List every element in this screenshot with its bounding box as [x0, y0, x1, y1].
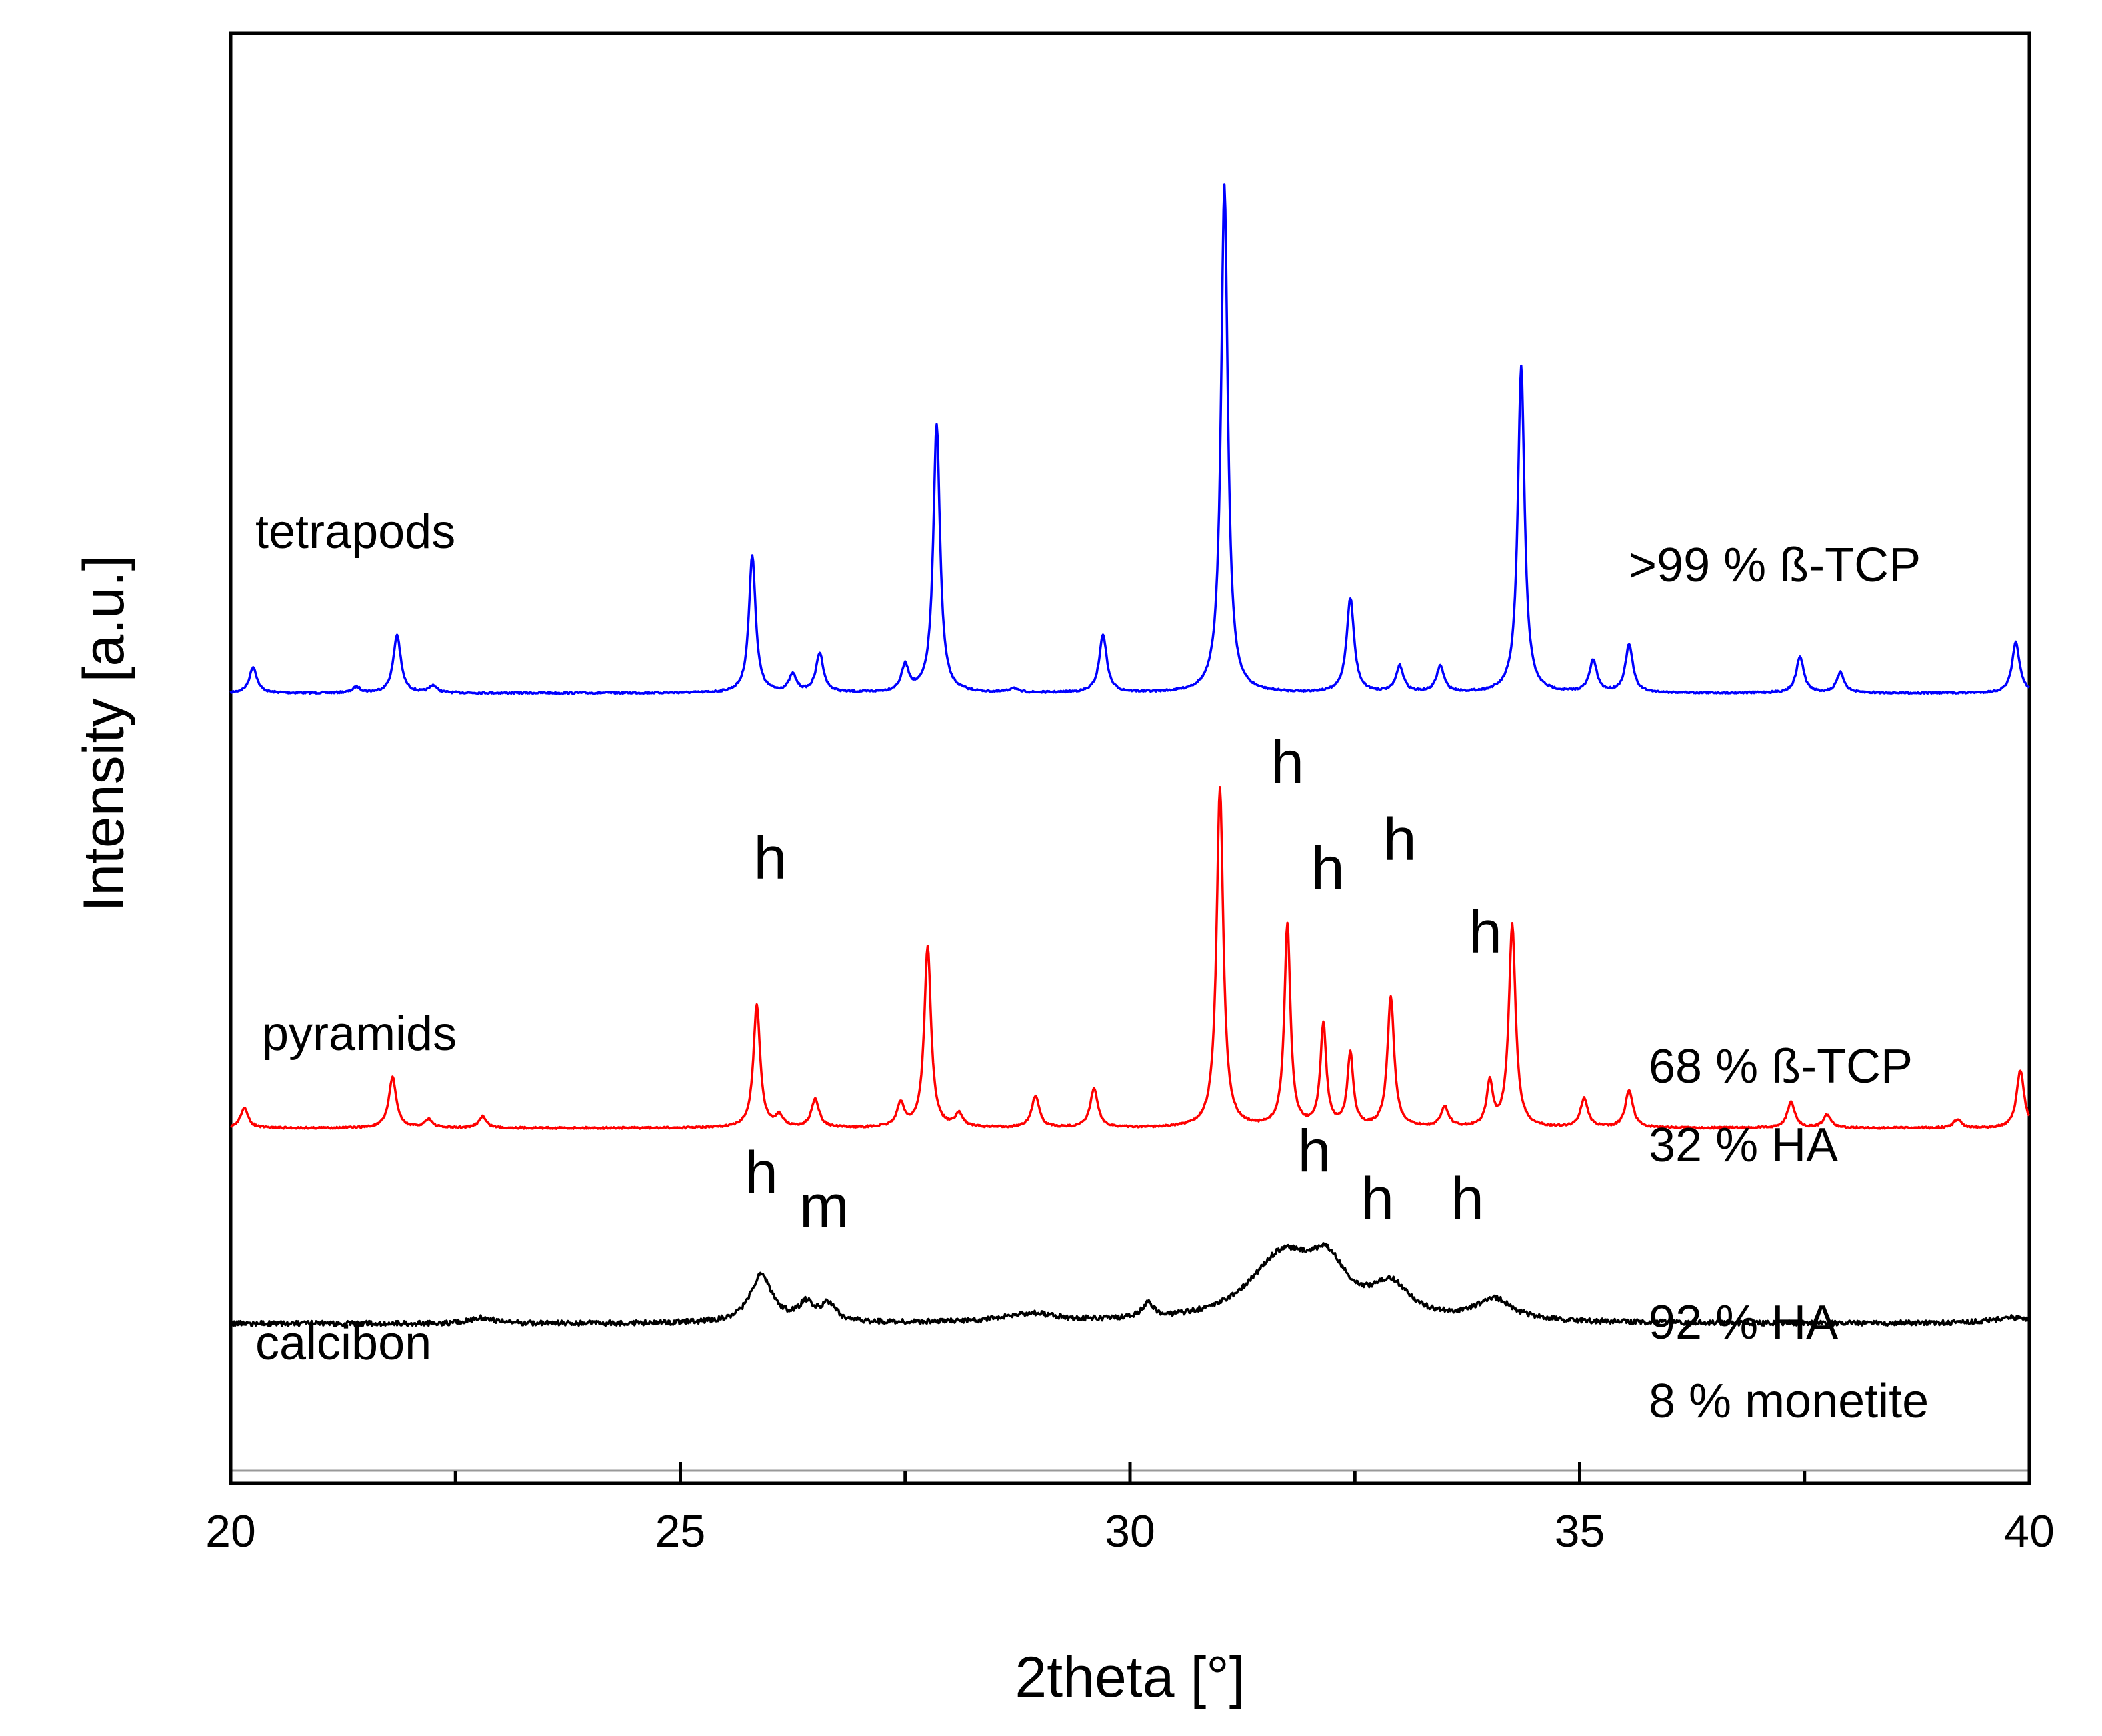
calcibon-series-label: calcibon — [255, 1317, 431, 1370]
tetrapods-series-label: tetrapods — [255, 505, 455, 559]
calcibon-composition-label: 92 % HA — [1649, 1296, 1838, 1349]
tetrapods-composition-label: >99 % ß-TCP — [1629, 539, 1921, 592]
x-tick-label: 40 — [2004, 1506, 2055, 1557]
calcibon-peak-label: h — [1298, 1118, 1331, 1185]
calcibon-trace — [229, 1242, 2031, 1327]
x-axis-title: 2theta [°] — [1015, 1645, 1245, 1709]
pyramids-series-label: pyramids — [262, 1007, 457, 1061]
pyramids-composition-label: 32 % HA — [1649, 1119, 1838, 1172]
pyramids-peak-label: h — [753, 825, 787, 892]
pyramids-peak-label: h — [1271, 729, 1304, 796]
plot-frame — [229, 31, 2031, 1485]
x-tick-label: 30 — [1105, 1506, 1155, 1557]
calcibon-composition-label: 8 % monetite — [1649, 1375, 1929, 1428]
xrd-traces — [229, 183, 2031, 1327]
x-tick-label: 20 — [205, 1506, 256, 1557]
pyramids-composition-label: 68 % ß-TCP — [1649, 1040, 1913, 1093]
tetrapods-trace — [229, 183, 2031, 695]
x-tick-label: 25 — [655, 1506, 706, 1557]
y-axis-title: Intensity [a.u.] — [72, 555, 136, 911]
calcibon-peak-label: h — [745, 1140, 778, 1207]
pyramids-peak-label: h — [1383, 807, 1417, 873]
calcibon-peak-label: m — [799, 1173, 849, 1240]
series-labels: tetrapods >99 % ß-TCP pyramids 68 % ß-TCP 32… — [255, 505, 1929, 1428]
pyramids-peak-label: h — [1311, 835, 1345, 902]
pyramids-trace — [230, 785, 2031, 1130]
pyramids-peak-label: h — [1469, 899, 1502, 966]
calcibon-peak-label: h — [1451, 1166, 1484, 1233]
x-axis-ticks: 20 25 30 35 40 — [205, 1462, 2055, 1557]
calcibon-peak-label: h — [1361, 1166, 1394, 1233]
x-tick-label: 35 — [1555, 1506, 1605, 1557]
